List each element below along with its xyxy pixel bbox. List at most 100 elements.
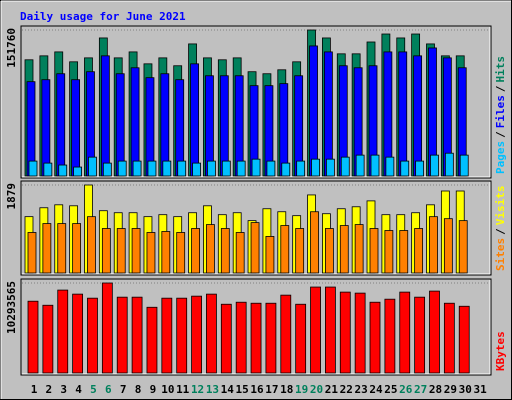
bar (324, 286, 336, 374)
bar (369, 301, 381, 374)
x-tick-label: 12 (191, 383, 204, 396)
bar (160, 73, 170, 177)
legend: KBytes (494, 331, 507, 371)
bar (190, 63, 199, 177)
bar (28, 160, 38, 177)
x-tick-label: 6 (105, 383, 112, 396)
bar (323, 51, 333, 177)
bar (27, 232, 37, 274)
bar (413, 55, 423, 177)
x-tick-label: 19 (295, 383, 308, 396)
bar (414, 228, 424, 274)
bar (310, 286, 321, 374)
x-tick-label: 2 (46, 383, 53, 396)
x-tick-label: 15 (236, 383, 249, 396)
bar (265, 236, 275, 274)
bar (384, 230, 394, 274)
legend-entry: Pages (494, 141, 507, 174)
y-tick-label: 151760 (5, 28, 18, 68)
bar (311, 158, 320, 177)
bar (236, 160, 246, 177)
bar (279, 83, 289, 177)
bar (73, 166, 83, 177)
x-tick-label: 4 (75, 383, 82, 396)
legend: Pages / Files / Hits (494, 56, 507, 174)
x-tick-label: 13 (206, 383, 219, 396)
bar (161, 231, 171, 274)
x-tick-label: 30 (459, 383, 472, 396)
bar (266, 160, 276, 177)
bar (176, 297, 188, 374)
bar (280, 294, 292, 374)
bar (340, 156, 350, 177)
x-tick-label: 9 (150, 383, 157, 396)
bar (399, 291, 411, 374)
bar (88, 156, 97, 177)
legend-separator: / (494, 85, 507, 92)
chart-title: Daily usage for June 2021 (20, 10, 186, 23)
legend: Sites / Visits (494, 186, 507, 272)
bar (221, 160, 231, 177)
x-tick-label: 5 (90, 383, 97, 396)
x-tick-label: 23 (355, 383, 368, 396)
bar (42, 223, 52, 274)
bar (235, 301, 247, 374)
bar (57, 289, 69, 374)
bar (191, 228, 200, 274)
x-tick-label: 11 (176, 383, 190, 396)
bar (146, 306, 158, 374)
bar (280, 225, 290, 274)
legend-entry: KBytes (494, 331, 507, 371)
bar (206, 224, 215, 274)
bar (130, 67, 140, 177)
bar (147, 160, 157, 177)
x-tick-label: 26 (399, 383, 413, 396)
bar (370, 154, 380, 177)
x-tick-label: 28 (429, 383, 442, 396)
bar (369, 228, 379, 274)
y-tick-label: 1879 (5, 183, 18, 210)
bar (176, 232, 186, 274)
x-tick-label: 20 (310, 383, 323, 396)
x-tick-label: 29 (444, 383, 457, 396)
bar (131, 228, 141, 274)
legend-entry: Visits (494, 186, 507, 226)
bar (430, 154, 439, 177)
bar (58, 164, 68, 177)
legend-separator: / (494, 131, 507, 138)
bar (400, 160, 410, 177)
bar (429, 290, 440, 374)
legend-separator: / (494, 228, 507, 235)
bar (116, 296, 128, 374)
x-tick-label: 22 (340, 383, 353, 396)
bar (459, 154, 469, 177)
bar (207, 160, 216, 177)
y-tick-label: 10293565 (5, 281, 18, 334)
bar (220, 303, 232, 374)
bar (251, 158, 261, 177)
bar (87, 297, 98, 374)
x-tick-label: 3 (60, 383, 67, 396)
bar (42, 304, 54, 374)
bar (43, 162, 53, 177)
bar (414, 296, 426, 374)
bar (444, 152, 454, 177)
bar (177, 160, 187, 177)
x-tick-label: 21 (325, 383, 339, 396)
bar (27, 300, 39, 374)
bar (295, 303, 307, 374)
bar (429, 216, 438, 274)
bar (132, 160, 142, 177)
bar (398, 51, 408, 177)
bar (458, 305, 470, 374)
bar (41, 79, 51, 177)
bar (162, 160, 172, 177)
bar (354, 224, 364, 274)
bar (206, 293, 217, 374)
legend-entry: Hits (494, 56, 507, 83)
bar (443, 218, 453, 274)
bar (354, 292, 366, 374)
bar (458, 220, 468, 274)
x-tick-label: 16 (250, 383, 264, 396)
